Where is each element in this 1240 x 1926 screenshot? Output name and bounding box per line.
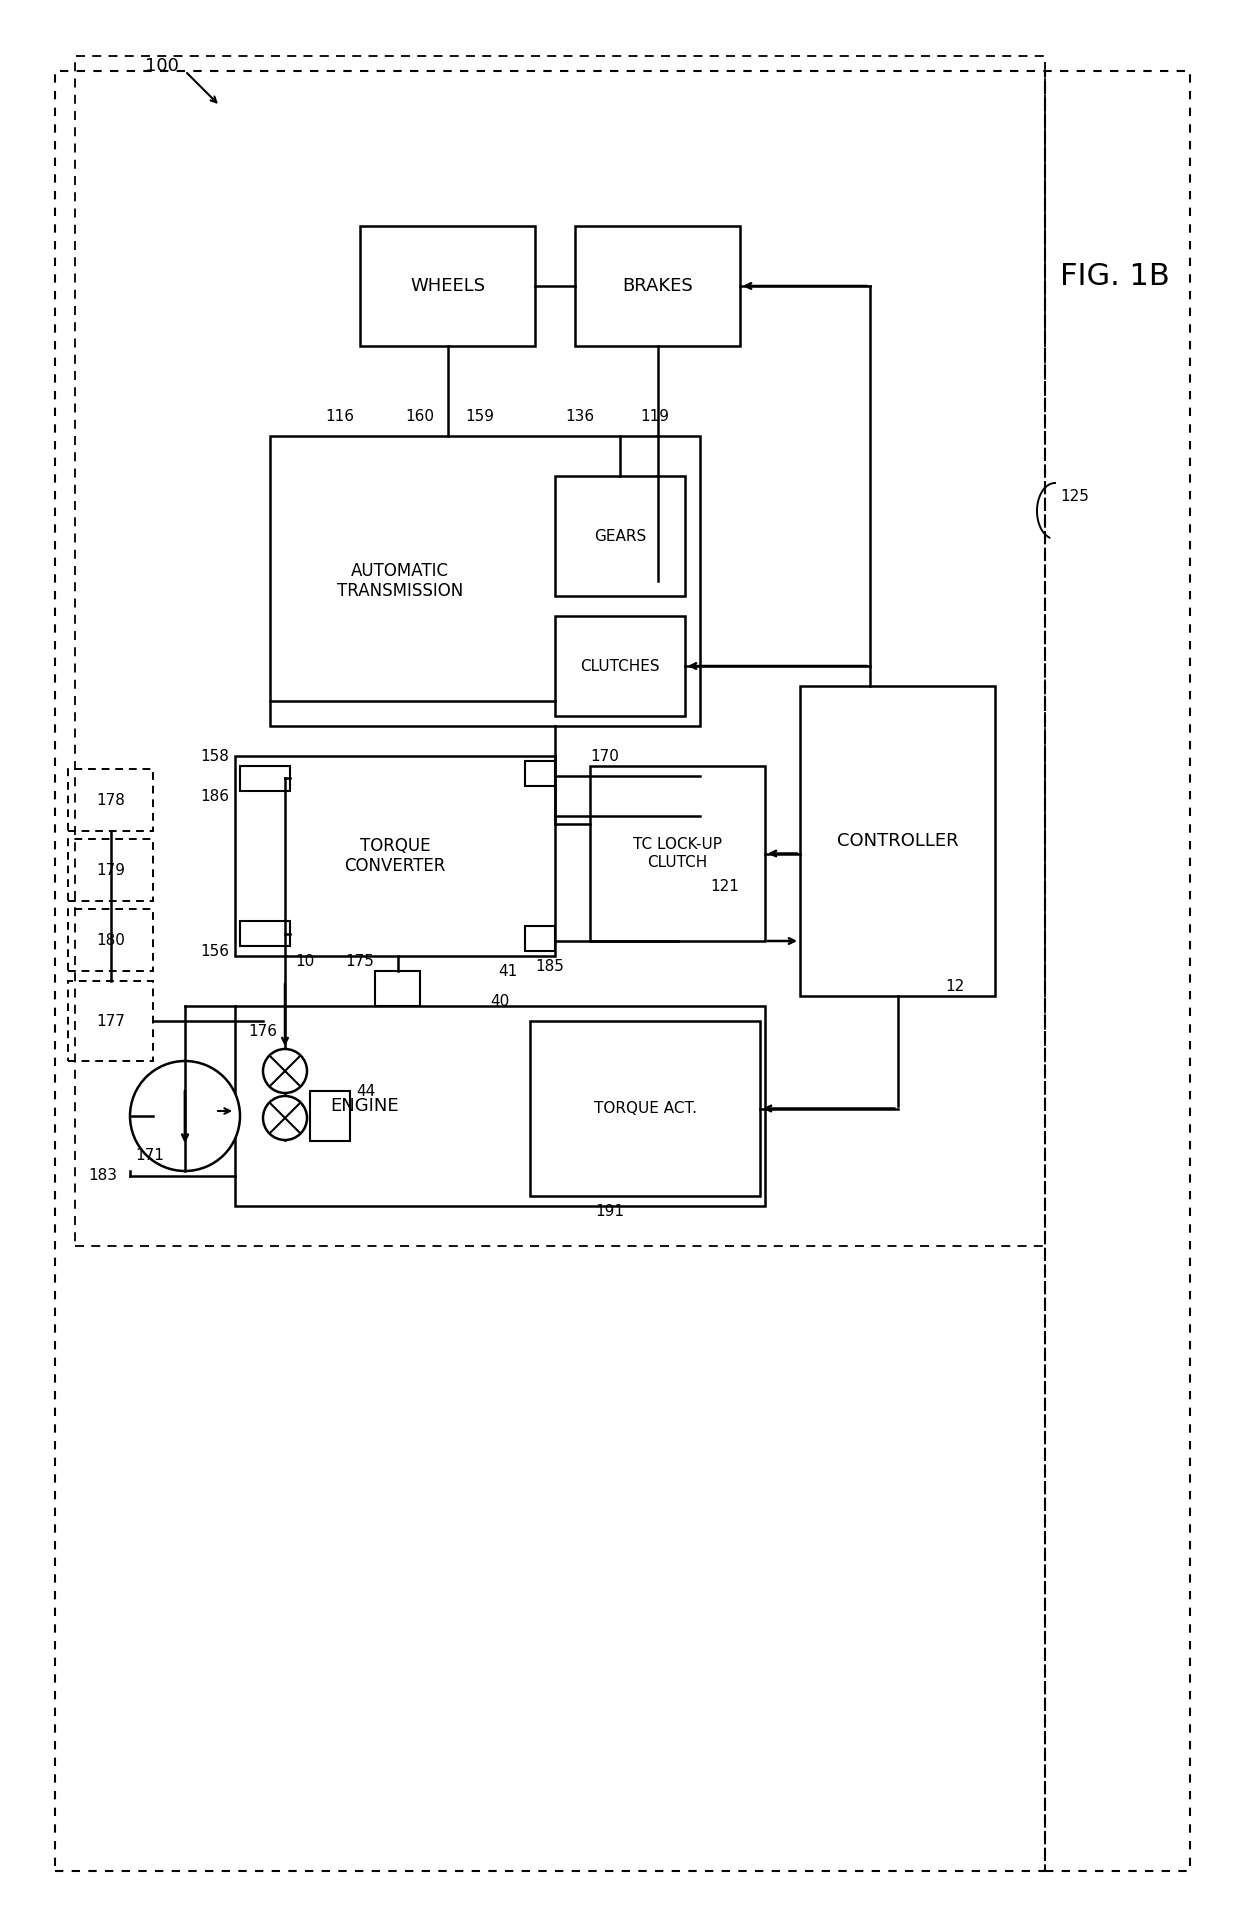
Circle shape: [263, 1050, 308, 1092]
Text: 158: 158: [200, 749, 229, 763]
Text: BRAKES: BRAKES: [622, 277, 693, 295]
Circle shape: [263, 1096, 308, 1140]
Bar: [270, 435, 701, 726]
Text: 116: 116: [325, 408, 353, 424]
Text: 44: 44: [356, 1084, 376, 1098]
Text: 40: 40: [490, 994, 510, 1009]
Bar: [575, 225, 740, 347]
Text: FIG. 1B: FIG. 1B: [1060, 262, 1169, 291]
Text: 121: 121: [711, 878, 739, 894]
Text: 177: 177: [95, 1013, 125, 1028]
Bar: [800, 686, 994, 996]
Text: 175: 175: [345, 953, 374, 969]
Text: 178: 178: [95, 792, 125, 807]
Text: CLUTCHES: CLUTCHES: [580, 659, 660, 674]
Text: ENGINE: ENGINE: [331, 1098, 399, 1115]
Text: 41: 41: [498, 963, 517, 978]
Bar: [556, 476, 684, 595]
Bar: [241, 921, 290, 946]
Text: 100: 100: [145, 58, 179, 75]
Text: 156: 156: [200, 944, 229, 959]
Text: CONTROLLER: CONTROLLER: [837, 832, 959, 849]
Text: 136: 136: [565, 408, 594, 424]
Bar: [374, 971, 420, 1005]
Bar: [74, 56, 1045, 1246]
Bar: [68, 980, 153, 1061]
Text: 176: 176: [248, 1023, 277, 1038]
Bar: [360, 225, 534, 347]
Text: 179: 179: [95, 863, 125, 878]
Text: 170: 170: [590, 749, 619, 763]
Text: 186: 186: [200, 788, 229, 803]
Text: TC LOCK-UP
CLUTCH: TC LOCK-UP CLUTCH: [632, 838, 722, 871]
Text: 12: 12: [945, 978, 965, 994]
Bar: [236, 1005, 765, 1206]
Bar: [525, 926, 556, 951]
Text: 171: 171: [135, 1148, 164, 1163]
Text: AUTOMATIC
TRANSMISSION: AUTOMATIC TRANSMISSION: [337, 562, 463, 601]
Bar: [310, 1090, 350, 1140]
Text: 10: 10: [295, 953, 314, 969]
Bar: [236, 757, 556, 955]
Text: 183: 183: [88, 1169, 117, 1183]
Bar: [68, 909, 153, 971]
Bar: [556, 616, 684, 716]
Text: 159: 159: [465, 408, 494, 424]
Bar: [590, 767, 765, 942]
Bar: [1045, 71, 1190, 1870]
Text: 180: 180: [95, 932, 125, 948]
Bar: [68, 768, 153, 830]
Text: 125: 125: [1060, 489, 1089, 503]
Bar: [525, 761, 556, 786]
Bar: [55, 71, 1045, 1870]
Text: 119: 119: [640, 408, 670, 424]
Text: WHEELS: WHEELS: [410, 277, 485, 295]
Bar: [529, 1021, 760, 1196]
Text: GEARS: GEARS: [594, 528, 646, 543]
Text: 160: 160: [405, 408, 434, 424]
Text: TORQUE
CONVERTER: TORQUE CONVERTER: [345, 836, 445, 876]
Bar: [68, 840, 153, 901]
Circle shape: [130, 1061, 241, 1171]
Text: TORQUE ACT.: TORQUE ACT.: [594, 1102, 697, 1115]
Text: 191: 191: [595, 1204, 624, 1219]
Bar: [241, 767, 290, 792]
Text: 185: 185: [534, 959, 564, 973]
